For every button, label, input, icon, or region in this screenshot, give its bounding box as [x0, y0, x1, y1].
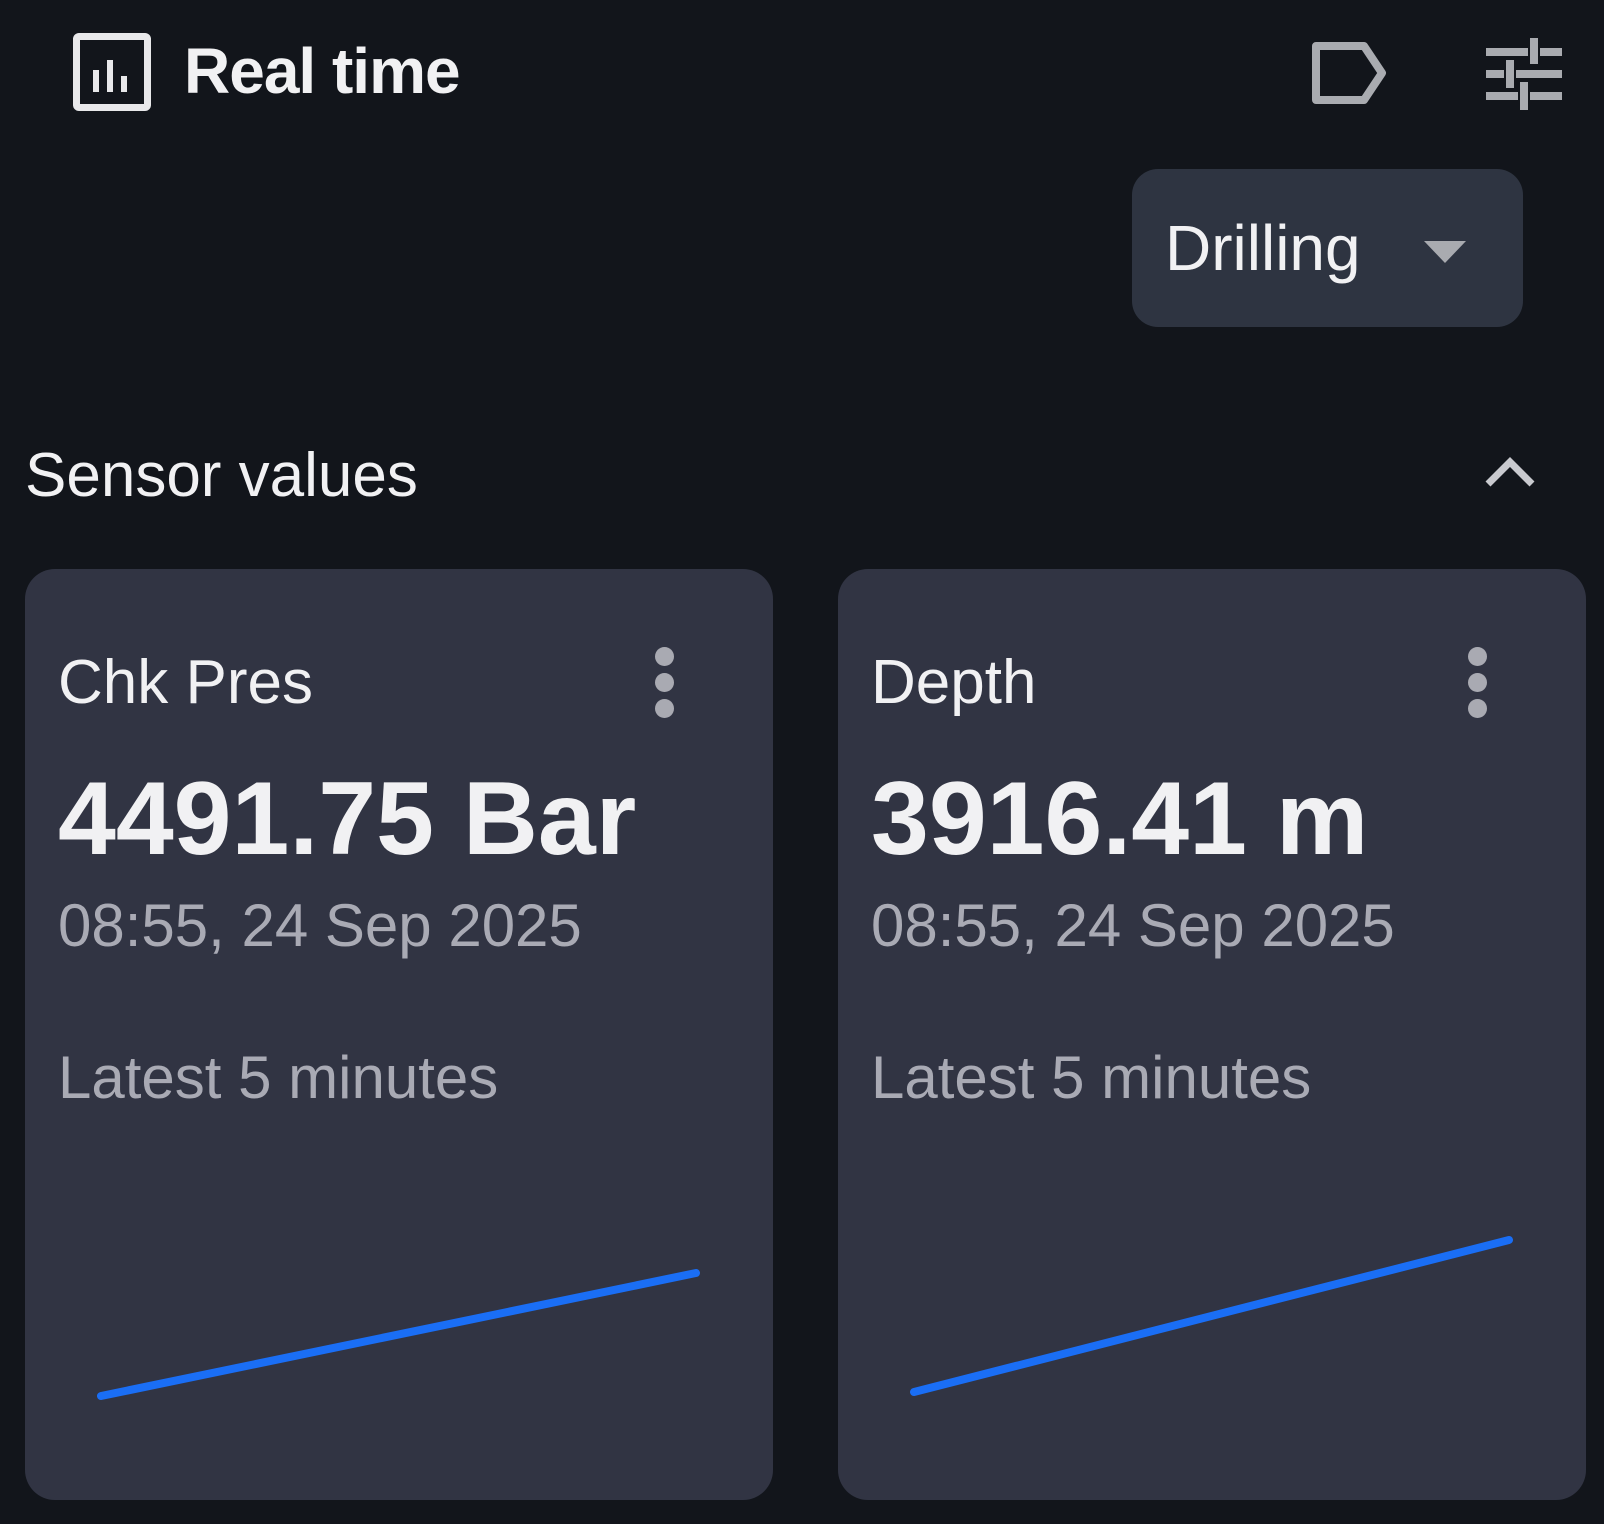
time-range-label: Latest 5 minutes [58, 1044, 499, 1111]
section-title: Sensor values [25, 441, 418, 510]
bar-chart-icon [73, 33, 151, 111]
sparkline-line [97, 1269, 700, 1400]
sensor-name: Chk Pres [58, 648, 313, 717]
mode-dropdown-value: Drilling [1165, 212, 1361, 284]
caret-down-icon [1424, 241, 1466, 263]
sensor-timestamp: 08:55, 24 Sep 2025 [871, 892, 1395, 959]
mode-dropdown[interactable]: Drilling [1132, 169, 1523, 327]
more-vert-icon[interactable] [1468, 647, 1488, 725]
sensor-card-depth[interactable]: Depth 3916.41 m 08:55, 24 Sep 2025 Lates… [838, 569, 1586, 1500]
sensor-timestamp: 08:55, 24 Sep 2025 [58, 892, 582, 959]
sensor-card-chk-pres[interactable]: Chk Pres 4491.75 Bar 08:55, 24 Sep 2025 … [25, 569, 773, 1500]
label-tag-icon[interactable] [1308, 38, 1390, 108]
chevron-up-icon[interactable] [1483, 455, 1537, 489]
tune-sliders-icon[interactable] [1486, 38, 1562, 110]
time-range-label: Latest 5 minutes [871, 1044, 1312, 1111]
sparkline [97, 1269, 700, 1400]
sparkline [910, 1236, 1513, 1396]
sensor-name: Depth [871, 648, 1037, 717]
sparkline-line [910, 1236, 1513, 1396]
more-vert-icon[interactable] [655, 647, 675, 725]
sensor-value: 4491.75 Bar [58, 761, 637, 877]
page-title: Real time [184, 35, 461, 107]
sensor-value: 3916.41 m [871, 761, 1369, 877]
